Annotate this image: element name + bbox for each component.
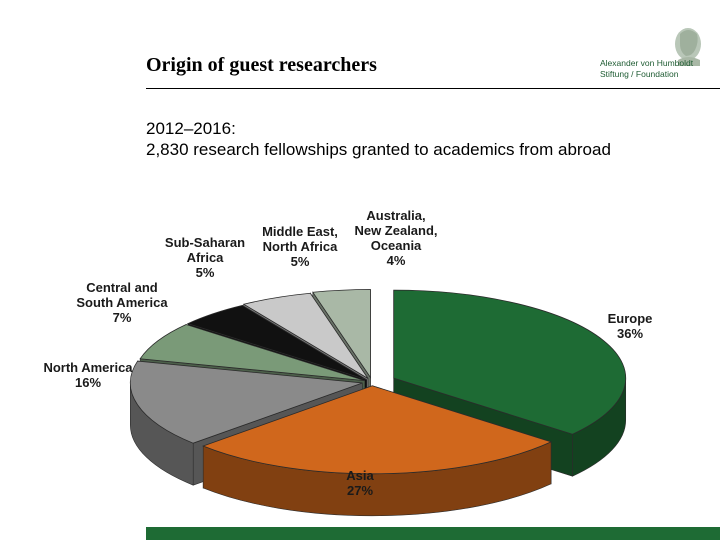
pie-slice-label: Asia 27% bbox=[346, 468, 374, 498]
subtitle: 2012–2016: 2,830 research fellowships gr… bbox=[146, 118, 611, 160]
pie-slice-label-line: Europe bbox=[608, 311, 653, 326]
pie-slice-label-line: North Africa bbox=[263, 239, 338, 254]
pie-slice-label-line: South America bbox=[76, 295, 168, 310]
pie-slice-label: Europe 36% bbox=[608, 311, 653, 341]
pie-slice bbox=[312, 289, 371, 379]
pie-slice-label-line: Africa bbox=[187, 250, 225, 265]
pie-slice-label-line: Sub-Saharan bbox=[165, 235, 245, 250]
logo-text-line2: Stiftung / Foundation bbox=[600, 69, 679, 79]
pie-slice-label-line: 7% bbox=[113, 310, 132, 325]
subtitle-line2: 2,830 research fellowships granted to ac… bbox=[146, 140, 611, 159]
pie-slice-label-line: 4% bbox=[387, 253, 406, 268]
footer-bar bbox=[146, 527, 720, 540]
pie-slice bbox=[242, 292, 369, 379]
pie-slice-label-line: 36% bbox=[617, 326, 643, 341]
pie-slice-label-line: 16% bbox=[75, 375, 101, 390]
pie-slice bbox=[393, 289, 627, 435]
pie-slice-label-line: Central and bbox=[86, 280, 158, 295]
pie-slice-label-line: Oceania bbox=[371, 238, 422, 253]
pie-slice-label-line: North America bbox=[43, 360, 133, 375]
pie-slice-label-line: 5% bbox=[196, 265, 215, 280]
foundation-logo: Alexander von Humboldt Stiftung / Founda… bbox=[600, 26, 708, 82]
pie-slice-label-line: Middle East, bbox=[262, 224, 338, 239]
pie-slice-label-line: Australia, bbox=[366, 208, 425, 223]
slide-title: Origin of guest researchers bbox=[146, 54, 377, 76]
humboldt-portrait-icon bbox=[675, 28, 701, 66]
pie-slice-label: Sub-Saharan Africa 5% bbox=[165, 235, 245, 280]
pie-slice bbox=[186, 304, 367, 381]
pie-slice-label: Middle East, North Africa 5% bbox=[262, 224, 338, 269]
pie-slice-label-line: 5% bbox=[291, 254, 310, 269]
pie-slice bbox=[202, 385, 553, 475]
pie-slice-label: North America 16% bbox=[43, 360, 133, 390]
pie-slice-label-line: 27% bbox=[347, 483, 373, 498]
pie-slice bbox=[139, 324, 365, 382]
pie-slice-label-line: Asia bbox=[346, 468, 374, 483]
subtitle-line1: 2012–2016: bbox=[146, 119, 236, 138]
pie-slice-label-line: New Zealand, bbox=[354, 223, 437, 238]
logo-text-line1: Alexander von Humboldt bbox=[600, 58, 694, 68]
pie-slice-label: Australia, New Zealand, Oceania 4% bbox=[354, 208, 437, 268]
pie-slice-label: Central and South America 7% bbox=[76, 280, 168, 325]
pie-slice bbox=[129, 360, 363, 444]
title-divider bbox=[146, 88, 720, 89]
